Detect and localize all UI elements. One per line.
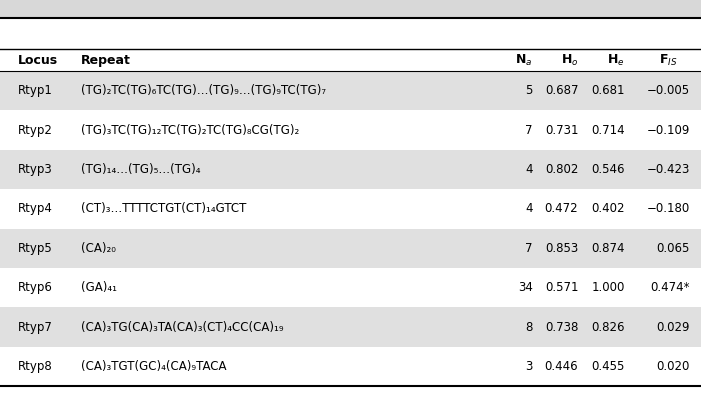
Text: (CT)₃…TTTTCTGT(CT)₁₄GTCT: (CT)₃…TTTTCTGT(CT)₁₄GTCT xyxy=(81,203,246,215)
Text: 0.738: 0.738 xyxy=(545,321,578,333)
Text: (TG)₃TC(TG)₁₂TC(TG)₂TC(TG)₈CG(TG)₂: (TG)₃TC(TG)₁₂TC(TG)₂TC(TG)₈CG(TG)₂ xyxy=(81,124,299,136)
Bar xyxy=(0,229,701,268)
Text: Rtyp3: Rtyp3 xyxy=(18,163,53,176)
Text: 0.714: 0.714 xyxy=(591,124,625,136)
Text: 0.853: 0.853 xyxy=(545,242,578,255)
Text: 0.802: 0.802 xyxy=(545,163,578,176)
Text: Locus: Locus xyxy=(18,54,57,67)
Text: 4: 4 xyxy=(525,203,533,215)
Text: 0.446: 0.446 xyxy=(545,360,578,373)
Text: H$_e$: H$_e$ xyxy=(607,52,625,68)
Text: Repeat: Repeat xyxy=(81,54,130,67)
Text: −0.005: −0.005 xyxy=(646,84,690,97)
Text: 0.065: 0.065 xyxy=(656,242,690,255)
Text: 0.455: 0.455 xyxy=(591,360,625,373)
Text: 7: 7 xyxy=(525,242,533,255)
Text: (CA)₂₀: (CA)₂₀ xyxy=(81,242,116,255)
Text: 0.029: 0.029 xyxy=(656,321,690,333)
Text: Rtyp1: Rtyp1 xyxy=(18,84,53,97)
Text: (CA)₃TG(CA)₃TA(CA)₃(CT)₄CC(CA)₁₉: (CA)₃TG(CA)₃TA(CA)₃(CT)₄CC(CA)₁₉ xyxy=(81,321,283,333)
Text: 0.826: 0.826 xyxy=(591,321,625,333)
Text: Rtyp2: Rtyp2 xyxy=(18,124,53,136)
Text: −0.180: −0.180 xyxy=(646,203,690,215)
Bar xyxy=(0,0,701,18)
Text: H$_o$: H$_o$ xyxy=(561,52,578,68)
Text: Rtyp8: Rtyp8 xyxy=(18,360,53,373)
Text: 0.731: 0.731 xyxy=(545,124,578,136)
Bar xyxy=(0,150,701,189)
Text: F$_{IS}$: F$_{IS}$ xyxy=(659,52,677,68)
Text: 0.687: 0.687 xyxy=(545,84,578,97)
Bar xyxy=(0,71,701,110)
Text: 0.020: 0.020 xyxy=(656,360,690,373)
Text: 34: 34 xyxy=(518,281,533,294)
Text: 0.681: 0.681 xyxy=(591,84,625,97)
Text: −0.423: −0.423 xyxy=(646,163,690,176)
Text: N$_a$: N$_a$ xyxy=(515,52,533,68)
Text: 0.546: 0.546 xyxy=(591,163,625,176)
Text: 5: 5 xyxy=(525,84,533,97)
Text: (TG)₂TC(TG)₆TC(TG)…(TG)₉…(TG)₉TC(TG)₇: (TG)₂TC(TG)₆TC(TG)…(TG)₉…(TG)₉TC(TG)₇ xyxy=(81,84,326,97)
Text: 3: 3 xyxy=(525,360,533,373)
Text: 0.874: 0.874 xyxy=(591,242,625,255)
Text: 8: 8 xyxy=(525,321,533,333)
Text: Rtyp4: Rtyp4 xyxy=(18,203,53,215)
Text: Rtyp6: Rtyp6 xyxy=(18,281,53,294)
Text: (GA)₄₁: (GA)₄₁ xyxy=(81,281,116,294)
Text: 1.000: 1.000 xyxy=(591,281,625,294)
Text: Rtyp7: Rtyp7 xyxy=(18,321,53,333)
Text: (TG)₁₄…(TG)₅…(TG)₄: (TG)₁₄…(TG)₅…(TG)₄ xyxy=(81,163,200,176)
Text: 0.571: 0.571 xyxy=(545,281,578,294)
Text: 4: 4 xyxy=(525,163,533,176)
Text: 7: 7 xyxy=(525,124,533,136)
Text: (CA)₃TGT(GC)₄(CA)₉TACA: (CA)₃TGT(GC)₄(CA)₉TACA xyxy=(81,360,226,373)
Text: Rtyp5: Rtyp5 xyxy=(18,242,53,255)
Text: 0.472: 0.472 xyxy=(545,203,578,215)
Text: 0.474*: 0.474* xyxy=(651,281,690,294)
Text: 0.402: 0.402 xyxy=(591,203,625,215)
Text: −0.109: −0.109 xyxy=(646,124,690,136)
Bar xyxy=(0,307,701,347)
